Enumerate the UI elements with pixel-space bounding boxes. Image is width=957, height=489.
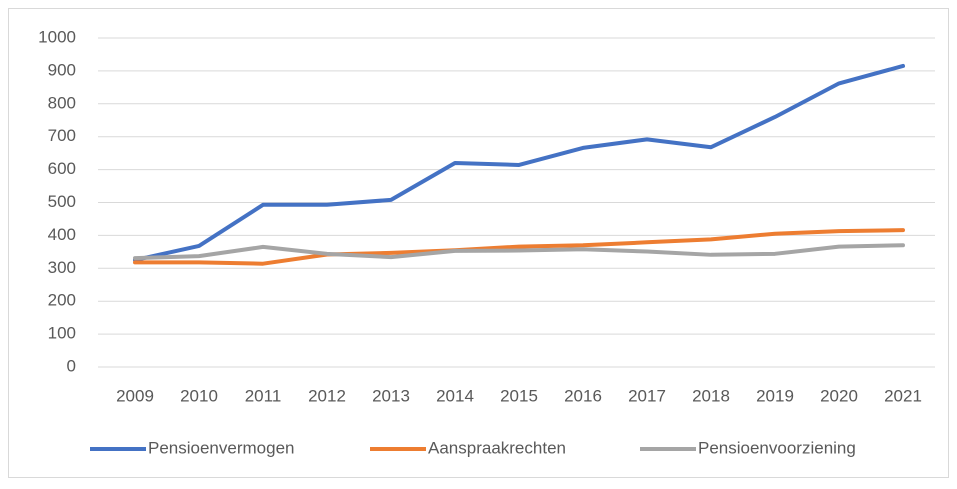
- y-tick-label: 300: [48, 258, 76, 277]
- x-tick-label: 2018: [692, 386, 730, 405]
- series-line: [133, 228, 905, 266]
- x-tick-label: 2021: [884, 386, 922, 405]
- legend-label: Pensioenvermogen: [148, 438, 294, 457]
- y-tick-label: 400: [48, 225, 76, 244]
- y-tick-label: 200: [48, 291, 76, 310]
- x-tick-label: 2014: [436, 386, 474, 405]
- x-tick-label: 2020: [820, 386, 858, 405]
- legend-label: Aanspraakrechten: [428, 438, 566, 457]
- x-tick-label: 2013: [372, 386, 410, 405]
- y-tick-label: 500: [48, 192, 76, 211]
- y-tick-label: 0: [67, 356, 76, 375]
- x-tick-label: 2011: [245, 386, 282, 405]
- y-tick-label: 100: [48, 324, 76, 343]
- y-tick-label: 1000: [38, 27, 76, 46]
- x-tick-label: 2010: [180, 386, 218, 405]
- x-tick-label: 2016: [564, 386, 602, 405]
- x-tick-label: 2012: [308, 386, 346, 405]
- x-tick-label: 2019: [756, 386, 794, 405]
- y-tick-label: 600: [48, 159, 76, 178]
- series-line: [133, 63, 905, 263]
- legend-label: Pensioenvoorziening: [698, 438, 856, 457]
- y-tick-label: 900: [48, 60, 76, 79]
- y-tick-label: 800: [48, 93, 76, 112]
- x-tick-label: 2009: [116, 386, 154, 405]
- chart-frame: [8, 8, 949, 478]
- x-tick-label: 2015: [500, 386, 538, 405]
- series-line: [133, 243, 905, 261]
- x-tick-label: 2017: [628, 386, 666, 405]
- y-tick-label: 700: [48, 126, 76, 145]
